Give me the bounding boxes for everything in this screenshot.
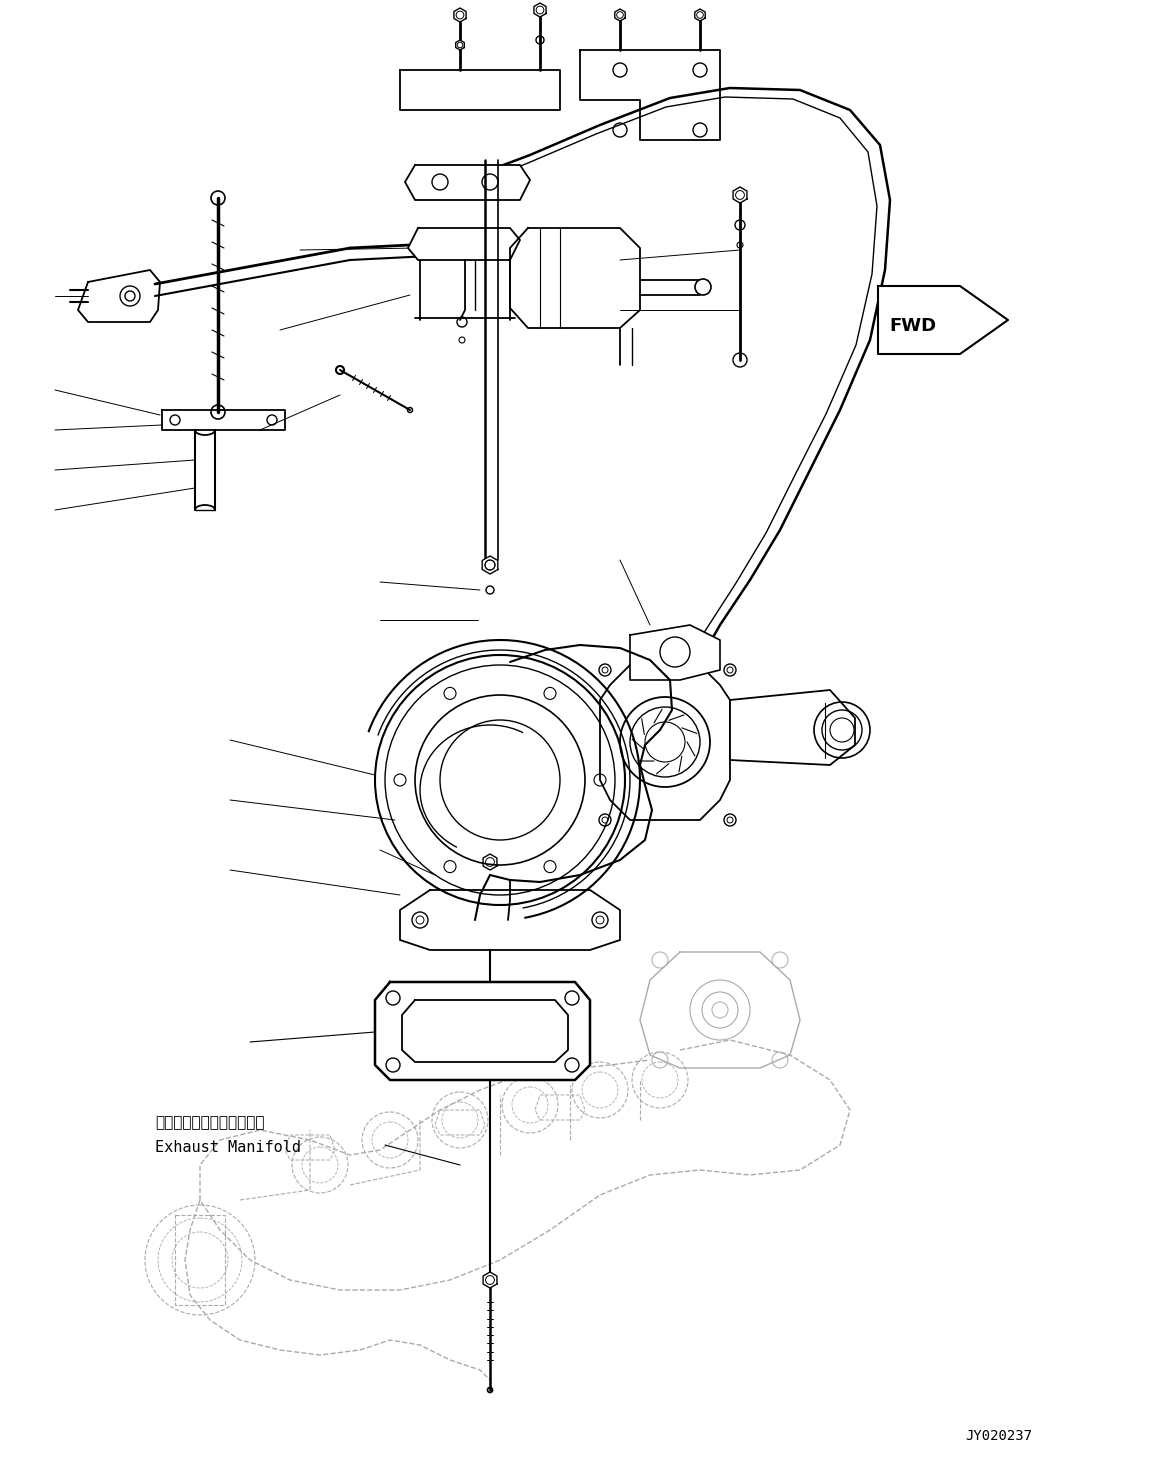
Polygon shape — [580, 50, 719, 140]
Polygon shape — [78, 270, 160, 322]
Polygon shape — [510, 228, 640, 328]
Polygon shape — [730, 690, 856, 765]
Polygon shape — [408, 228, 520, 260]
Polygon shape — [405, 165, 530, 200]
Polygon shape — [482, 556, 498, 573]
Polygon shape — [375, 982, 590, 1080]
Polygon shape — [455, 39, 465, 50]
Polygon shape — [400, 70, 560, 109]
Polygon shape — [695, 9, 706, 20]
Text: エキゾーストマニホールド: エキゾーストマニホールド — [155, 1115, 264, 1131]
Polygon shape — [733, 187, 747, 203]
Polygon shape — [630, 624, 719, 680]
Polygon shape — [877, 286, 1008, 355]
Circle shape — [695, 279, 711, 295]
Polygon shape — [163, 410, 285, 430]
Polygon shape — [454, 7, 466, 22]
Polygon shape — [483, 854, 497, 870]
Text: JY020237: JY020237 — [965, 1428, 1032, 1443]
Polygon shape — [534, 3, 547, 18]
Text: FWD: FWD — [889, 317, 936, 336]
Text: Exhaust Manifold: Exhaust Manifold — [155, 1139, 301, 1156]
Polygon shape — [483, 1272, 497, 1288]
Polygon shape — [600, 665, 730, 820]
Polygon shape — [615, 9, 625, 20]
Polygon shape — [400, 890, 620, 950]
